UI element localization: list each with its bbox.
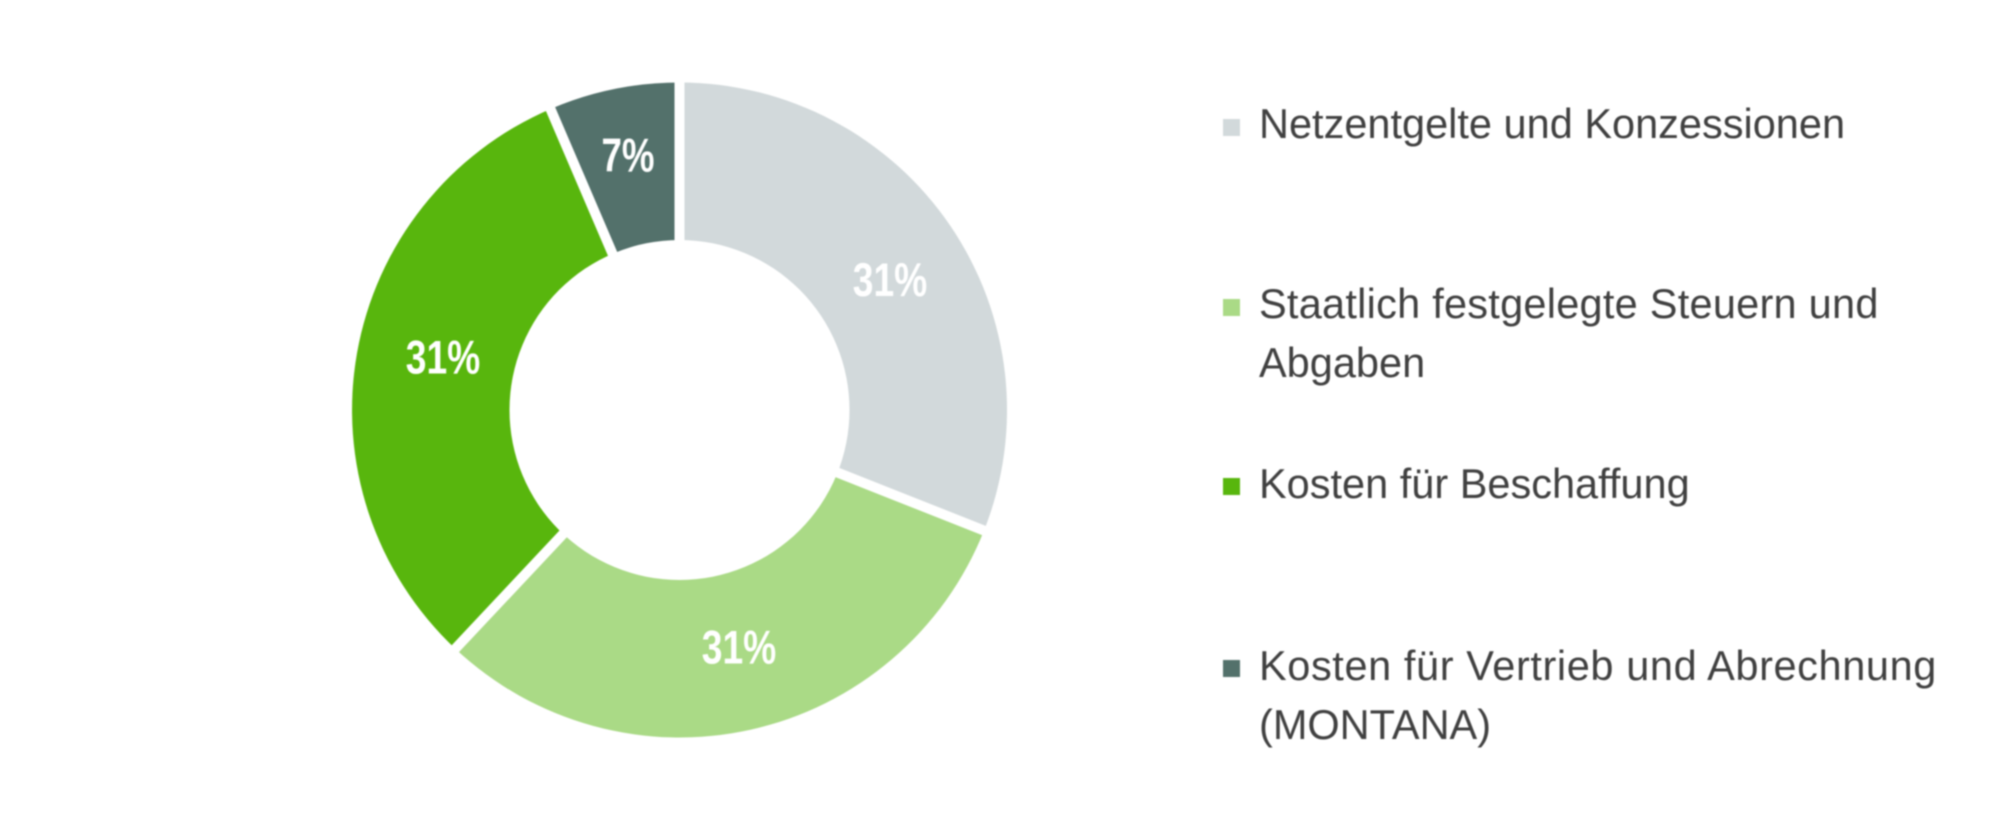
svg-text:31%: 31% bbox=[406, 331, 481, 384]
svg-text:31%: 31% bbox=[702, 620, 777, 673]
svg-text:7%: 7% bbox=[602, 129, 655, 182]
svg-text:31%: 31% bbox=[853, 253, 928, 306]
